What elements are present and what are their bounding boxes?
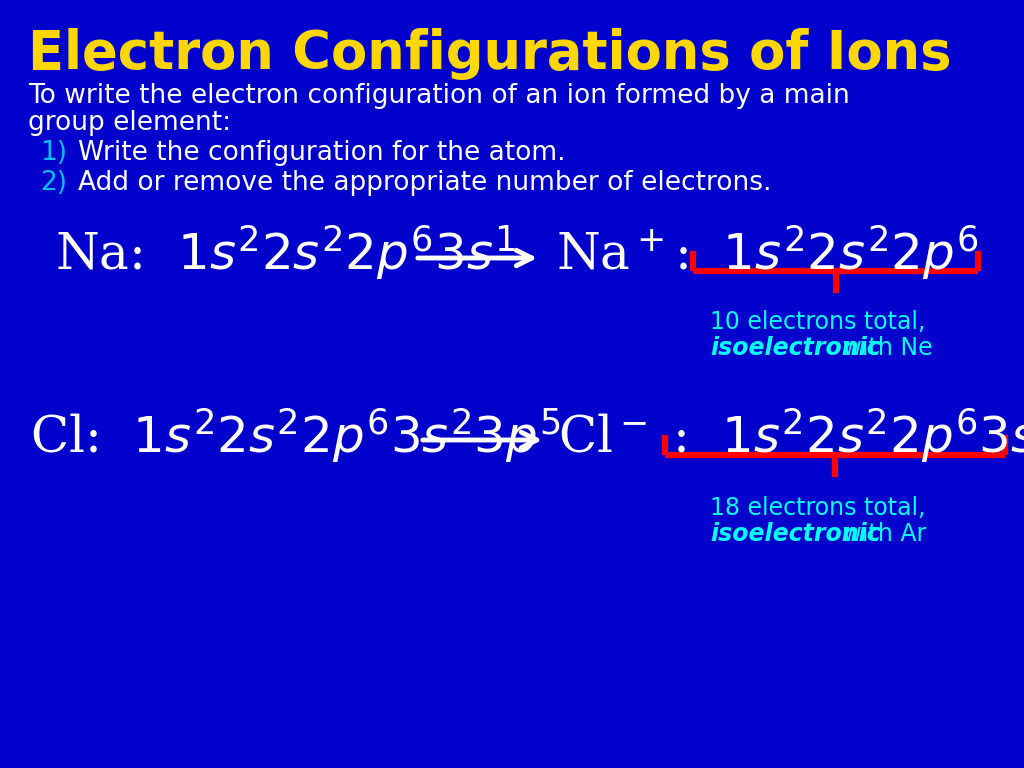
Text: 2): 2) (40, 170, 67, 196)
Text: group element:: group element: (28, 110, 231, 136)
Text: Na$^+$:  $1s^22s^22p^6$: Na$^+$: $1s^22s^22p^6$ (556, 223, 979, 282)
Text: To write the electron configuration of an ion formed by a main: To write the electron configuration of a… (28, 83, 850, 109)
Text: Na:  $1s^22s^22p^63s^1$: Na: $1s^22s^22p^63s^1$ (55, 223, 516, 282)
Text: isoelectronic: isoelectronic (710, 336, 881, 360)
Text: 18 electrons total,: 18 electrons total, (710, 496, 926, 520)
Text: Cl$^-$ :  $1s^22s^22p^63s^23p^6$: Cl$^-$ : $1s^22s^22p^63s^23p^6$ (558, 406, 1024, 465)
Text: 1): 1) (40, 140, 67, 166)
Text: Write the configuration for the atom.: Write the configuration for the atom. (78, 140, 565, 166)
Text: with Ar: with Ar (835, 522, 927, 546)
Text: Cl:  $1s^22s^22p^63s^23p^5$: Cl: $1s^22s^22p^63s^23p^5$ (30, 406, 561, 465)
Text: Electron Configurations of Ions: Electron Configurations of Ions (28, 28, 951, 80)
Text: Add or remove the appropriate number of electrons.: Add or remove the appropriate number of … (78, 170, 771, 196)
Text: 10 electrons total,: 10 electrons total, (710, 310, 926, 334)
Text: isoelectronic: isoelectronic (710, 522, 881, 546)
Text: with Ne: with Ne (835, 336, 933, 360)
